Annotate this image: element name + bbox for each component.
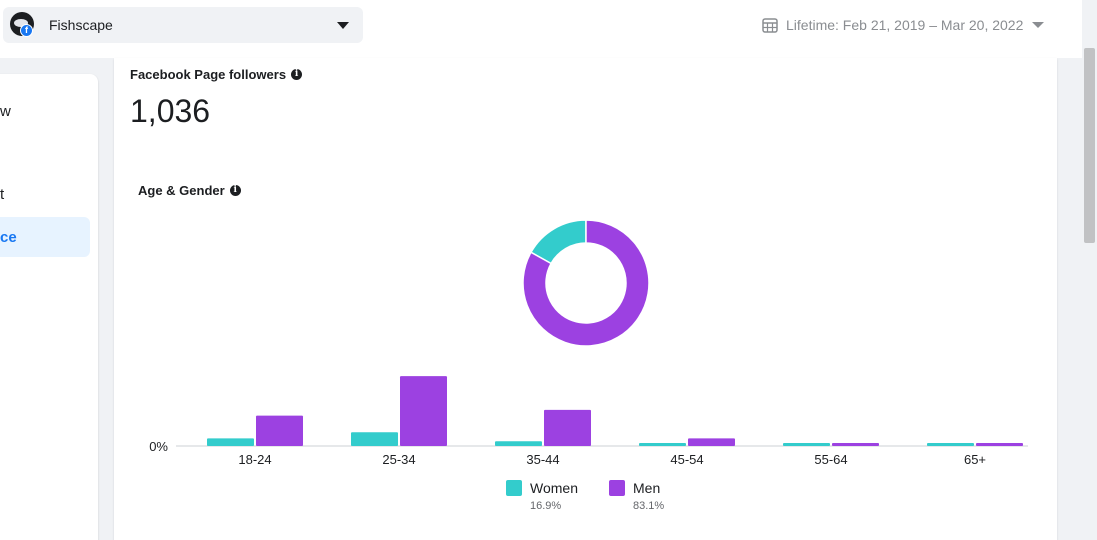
x-tick-label: 55-64 [814, 452, 847, 467]
followers-title: Facebook Page followers i [130, 67, 303, 82]
x-tick-label: 65+ [964, 452, 986, 467]
info-icon[interactable]: i [291, 69, 303, 80]
bar-women-55-64 [783, 443, 830, 446]
sidebar-item-audience-label: ce [0, 229, 17, 246]
y-tick-label: 0% [149, 439, 168, 454]
top-bar: f Fishscape Lifetime: Feb 21, 2019 – Mar… [0, 0, 1082, 58]
bar-women-65+ [927, 443, 974, 446]
legend-label-women: Women [530, 480, 578, 496]
legend-pct-men: 83.1% [633, 500, 665, 512]
audience-card [114, 58, 1057, 540]
sidebar-item-audience[interactable] [0, 217, 90, 257]
bar-women-45-54 [639, 443, 686, 446]
legend-label-men: Men [633, 480, 661, 496]
age-gender-title-text: Age & Gender [138, 183, 225, 198]
date-range-picker[interactable]: Lifetime: Feb 21, 2019 – Mar 20, 2022 [762, 15, 1045, 35]
x-tick-label: 35-44 [526, 452, 559, 467]
facebook-icon: f [20, 24, 33, 37]
bar-men-45-54 [688, 438, 735, 446]
bar-women-35-44 [495, 441, 542, 446]
legend-women: Women 16.9% [506, 480, 578, 512]
x-tick-label: 18-24 [238, 452, 271, 467]
legend-men: Men 83.1% [609, 480, 664, 512]
bar-men-65+ [976, 443, 1023, 446]
followers-count: 1,036 [130, 93, 211, 129]
x-tick-label: 45-54 [670, 452, 703, 467]
chevron-down-icon[interactable] [337, 22, 349, 29]
bar-men-35-44 [544, 409, 591, 446]
date-range-label: Lifetime: Feb 21, 2019 – Mar 20, 2022 [786, 17, 1024, 33]
date-chevron-down-icon [1032, 22, 1045, 28]
page-name: Fishscape [49, 17, 113, 33]
sidebar-item-content[interactable]: t [0, 186, 5, 203]
legend-swatch-men [609, 480, 625, 496]
bar-men-25-34 [400, 376, 447, 446]
calendar-icon [762, 18, 778, 33]
scrollbar[interactable] [1082, 0, 1097, 540]
followers-title-text: Facebook Page followers [130, 67, 287, 82]
sidebar-item-overview[interactable]: w [0, 103, 11, 120]
sidebar: w t ce [0, 74, 98, 540]
bar-men-18-24 [256, 415, 303, 446]
bar-men-55-64 [832, 443, 879, 446]
donut-slice-men [522, 219, 650, 347]
bar-women-18-24 [207, 438, 254, 446]
legend-swatch-women [506, 480, 522, 496]
fish-icon [14, 19, 28, 27]
page-selector[interactable]: f Fishscape [3, 7, 363, 43]
age-gender-title: Age & Gender i [138, 183, 241, 198]
bar-women-25-34 [351, 432, 398, 446]
x-tick-label: 25-34 [382, 452, 415, 467]
legend-pct-women: 16.9% [530, 500, 562, 512]
scrollbar-thumb[interactable] [1084, 48, 1095, 243]
info-icon[interactable]: i [229, 185, 241, 196]
